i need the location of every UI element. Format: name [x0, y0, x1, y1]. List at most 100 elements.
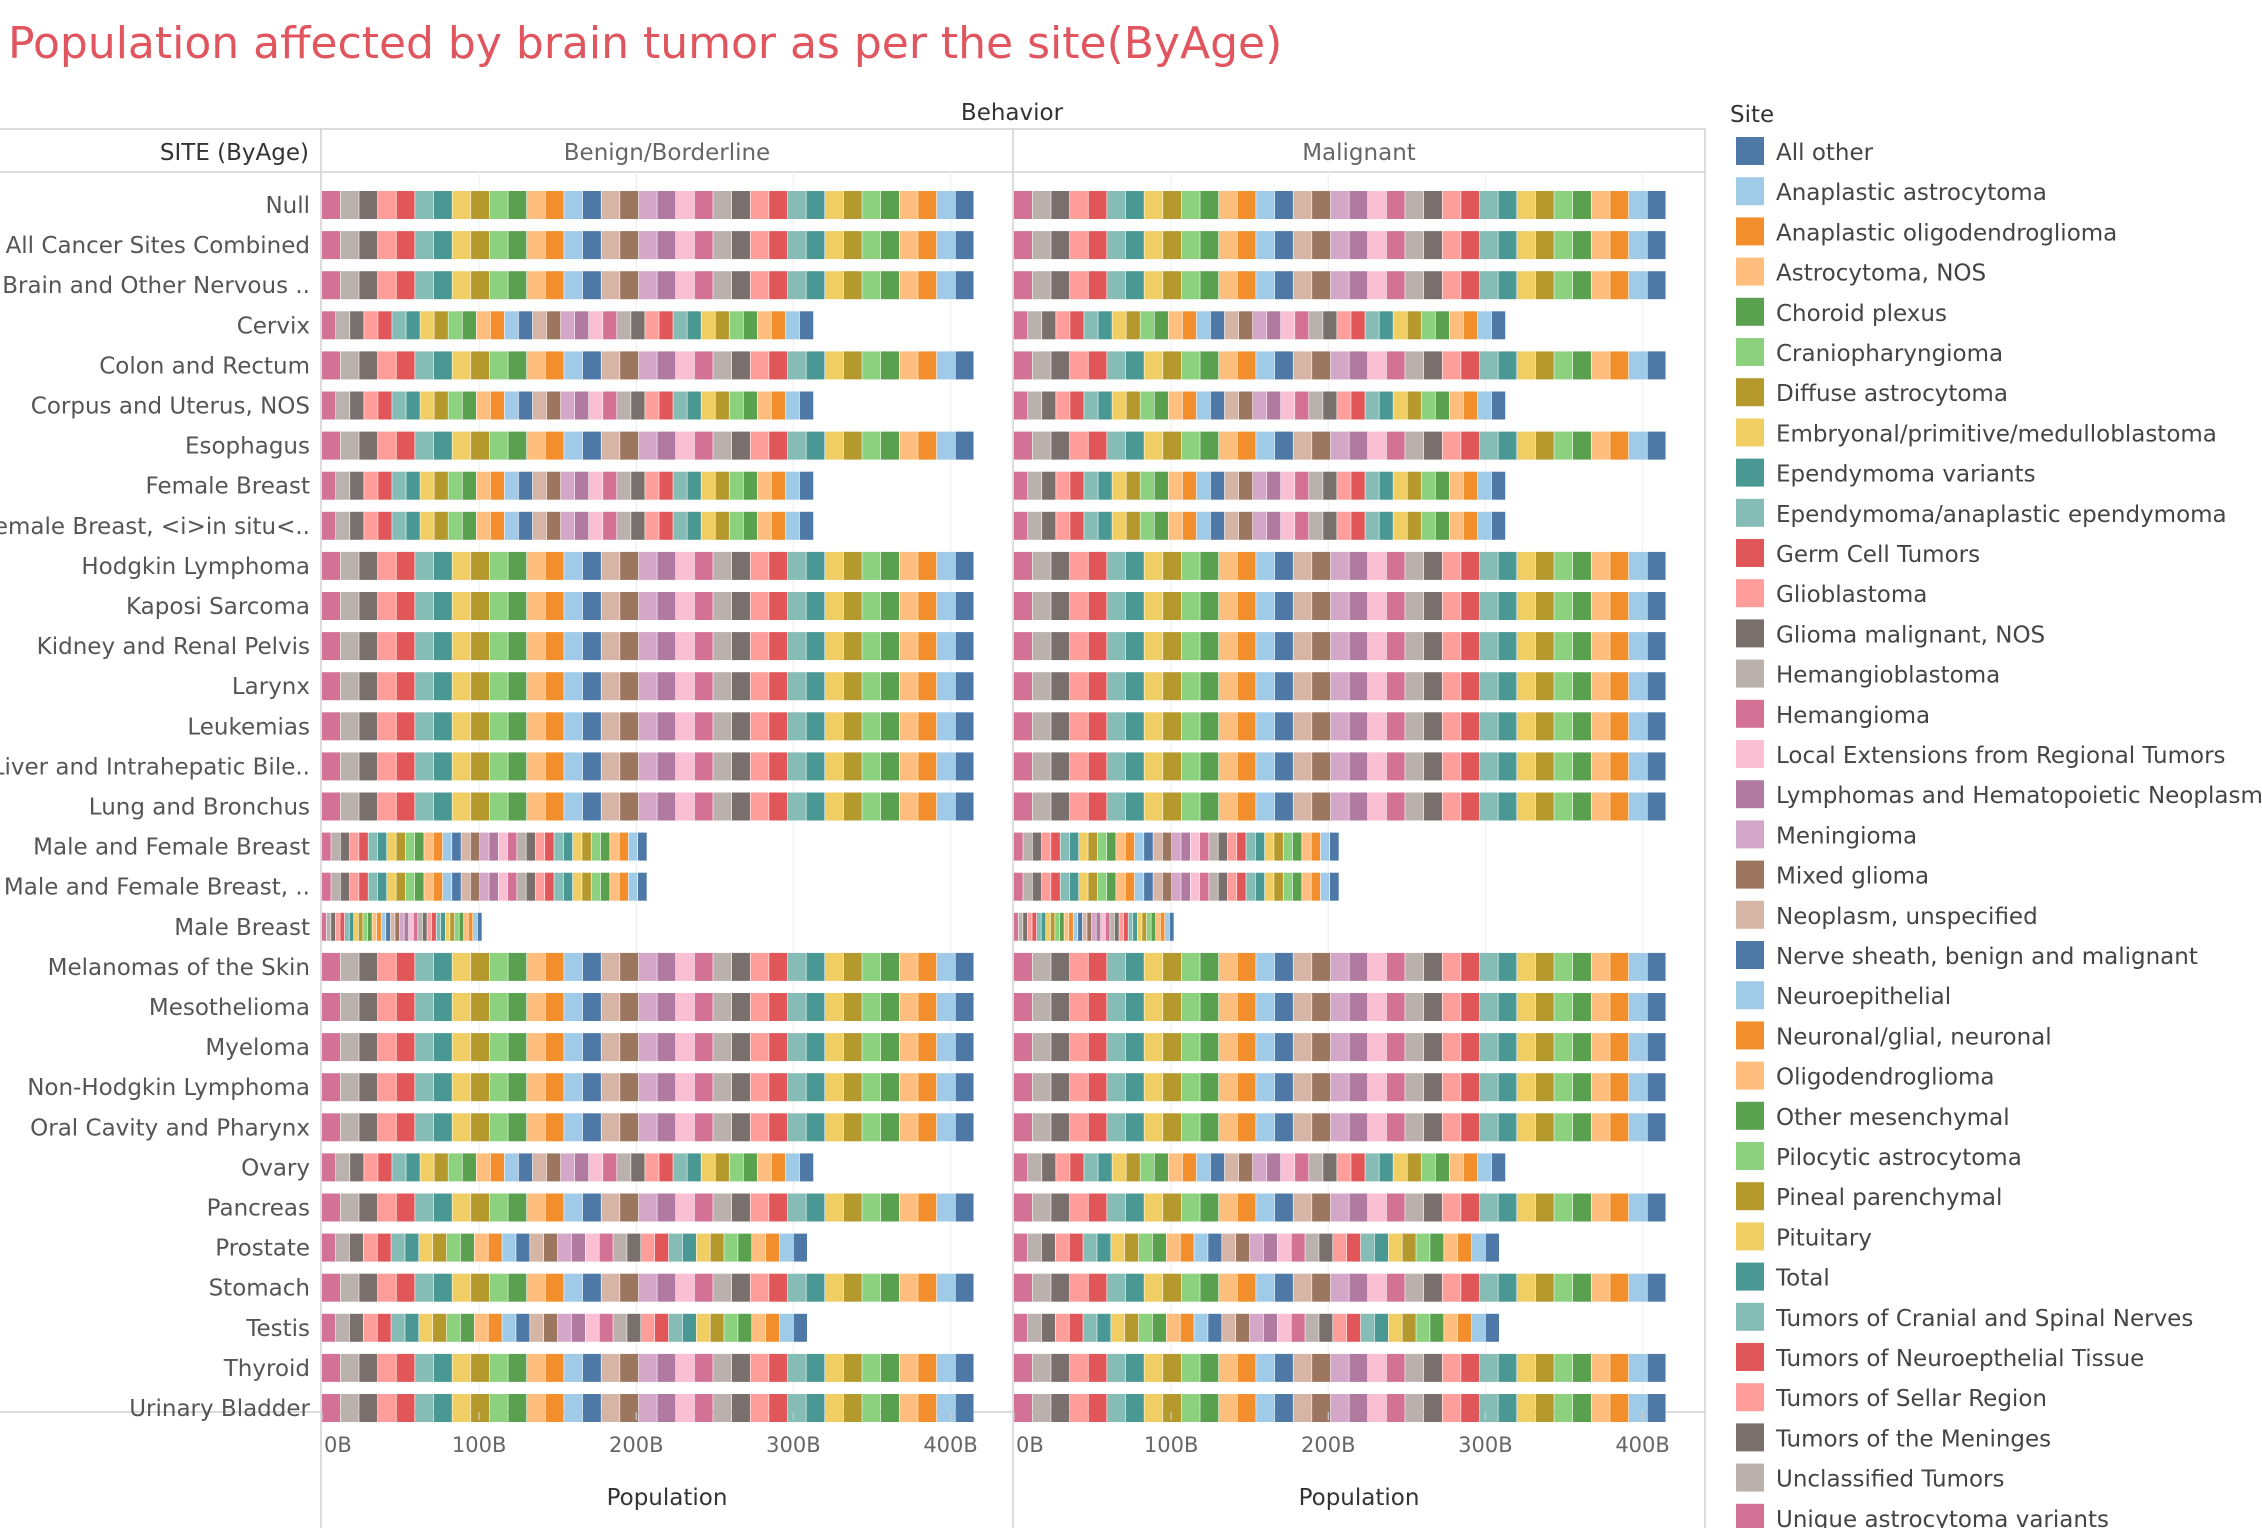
legend-item[interactable]: Astrocytoma, NOS: [1736, 257, 1986, 287]
bar-segment: [843, 191, 862, 219]
legend-item[interactable]: Hemangioblastoma: [1736, 659, 2000, 689]
bar-segment: [1517, 1073, 1536, 1102]
legend-item[interactable]: Neuroepithelial: [1736, 981, 1951, 1010]
legend-item[interactable]: Meningioma: [1736, 820, 1917, 849]
bar-segment: [701, 311, 715, 340]
legend-item[interactable]: Local Extensions from Regional Tumors: [1736, 740, 2226, 769]
bar-segment: [673, 1153, 687, 1182]
bar-segment: [1014, 712, 1033, 741]
bar-segment: [1517, 551, 1536, 580]
bar-segment: [1349, 1193, 1368, 1222]
bar-segment: [659, 311, 673, 340]
bar-segment: [918, 271, 937, 300]
bar-segment: [955, 592, 974, 620]
bar-segment: [433, 872, 443, 901]
legend-item[interactable]: Anaplastic astrocytoma: [1736, 177, 2047, 206]
row-label: Stomach: [209, 1276, 310, 1302]
legend-swatch: [1736, 418, 1764, 447]
bar-segment: [1125, 431, 1144, 460]
bar-segment: [545, 952, 564, 981]
bar-segment: [1266, 1153, 1281, 1182]
bar-segment: [1125, 351, 1144, 380]
bar-segment: [1181, 271, 1200, 300]
bar-segment: [471, 271, 490, 300]
legend-item[interactable]: Pilocytic astrocytoma: [1736, 1142, 2022, 1171]
bar-segment: [1105, 912, 1110, 941]
bar-segment: [340, 551, 359, 580]
legend-item[interactable]: Neuronal/glial, neuronal: [1736, 1021, 2052, 1050]
legend-swatch: [1736, 1423, 1764, 1452]
bar-segment: [1181, 832, 1190, 861]
legend-item[interactable]: Anaplastic oligodendroglioma: [1736, 217, 2117, 246]
bar-segment: [1312, 431, 1331, 460]
bar-segment: [1444, 1233, 1458, 1262]
legend-item[interactable]: Oligodendroglioma: [1736, 1061, 1994, 1091]
bar-segment: [336, 391, 350, 420]
bar-segment: [825, 752, 844, 781]
legend-item[interactable]: Tumors of Cranial and Spinal Nerves: [1736, 1302, 2193, 1332]
legend-label: Neuronal/glial, neuronal: [1776, 1024, 2052, 1050]
row-label: Hodgkin Lymphoma: [81, 554, 310, 580]
bar-segment: [1463, 311, 1478, 340]
bar-segment: [1125, 592, 1144, 620]
bar-segment: [508, 551, 527, 580]
legend-item[interactable]: All other: [1736, 137, 1874, 166]
bar-segment: [1274, 952, 1293, 981]
bar-segment: [637, 832, 647, 861]
legend-item[interactable]: Germ Cell Tumors: [1736, 539, 1980, 568]
legend-item[interactable]: Diffuse astrocytoma: [1736, 378, 2008, 407]
bar-segment: [1535, 792, 1554, 821]
bar-segment: [490, 511, 505, 540]
legend-item[interactable]: Glioma malignant, NOS: [1736, 619, 2045, 648]
legend-item[interactable]: Mixed glioma: [1736, 860, 1929, 890]
bar-segment: [563, 872, 573, 901]
bar-segment: [918, 351, 937, 380]
bar-segment: [1405, 1394, 1424, 1422]
legend-item[interactable]: Total: [1736, 1262, 1830, 1292]
bar-segment: [1628, 792, 1647, 821]
bar-segment: [363, 1233, 377, 1262]
bar-segment: [571, 1233, 585, 1262]
legend-item[interactable]: Lymphomas and Hematopoietic Neoplasms: [1736, 780, 2262, 809]
legend-item[interactable]: Choroid plexus: [1736, 297, 1947, 327]
bar-segment: [377, 271, 396, 300]
bar-segment: [769, 1073, 788, 1102]
bar-segment: [1190, 872, 1200, 901]
legend-item[interactable]: Pituitary: [1736, 1222, 1872, 1251]
legend-item[interactable]: Neoplasm, unspecified: [1736, 900, 2038, 930]
bar-segment: [1274, 551, 1293, 580]
legend-item[interactable]: Tumors of the Meninges: [1736, 1423, 2051, 1452]
bar-segment: [1274, 672, 1293, 701]
legend-item[interactable]: Glioblastoma: [1736, 579, 1927, 608]
bar-segment: [862, 431, 881, 460]
bar-segment: [489, 1073, 508, 1102]
bar-segment: [489, 1394, 508, 1422]
legend-item[interactable]: Pineal parenchymal: [1736, 1182, 2002, 1211]
bar-segment: [1423, 792, 1442, 821]
bar-segment: [1457, 1233, 1472, 1262]
legend-item[interactable]: Embryonal/primitive/medulloblastoma: [1736, 418, 2217, 447]
legend-item[interactable]: Craniopharyngioma: [1736, 338, 2003, 367]
legend-item[interactable]: Ependymoma variants: [1736, 458, 2036, 488]
bar-segment: [724, 1233, 738, 1262]
bar-segment: [787, 1353, 806, 1382]
bar-segment: [1572, 993, 1592, 1021]
legend-item[interactable]: Hemangioma: [1736, 699, 1930, 729]
legend-item[interactable]: Unclassified Tumors: [1736, 1463, 2005, 1493]
bar-segment: [657, 632, 676, 661]
bar-segment: [1181, 752, 1200, 781]
legend-item[interactable]: Other mesenchymal: [1736, 1101, 2010, 1131]
legend-item[interactable]: Unique astrocytoma variants: [1736, 1503, 2109, 1528]
legend-item[interactable]: Tumors of Neuroepthelial Tissue: [1736, 1343, 2144, 1372]
bar-segment: [545, 832, 554, 861]
bar-segment: [1330, 952, 1349, 981]
legend-item[interactable]: Tumors of Sellar Region: [1736, 1383, 2047, 1412]
legend-swatch: [1736, 539, 1764, 567]
legend-item[interactable]: Nerve sheath, benign and malignant: [1736, 941, 2198, 970]
bar-segment: [518, 311, 533, 340]
bar-segment: [715, 391, 729, 420]
bar-segment: [1498, 351, 1517, 380]
legend-item[interactable]: Ependymoma/anaplastic ependymoma: [1736, 498, 2227, 528]
bar-segment: [582, 872, 591, 901]
bar-segment: [1032, 912, 1037, 941]
